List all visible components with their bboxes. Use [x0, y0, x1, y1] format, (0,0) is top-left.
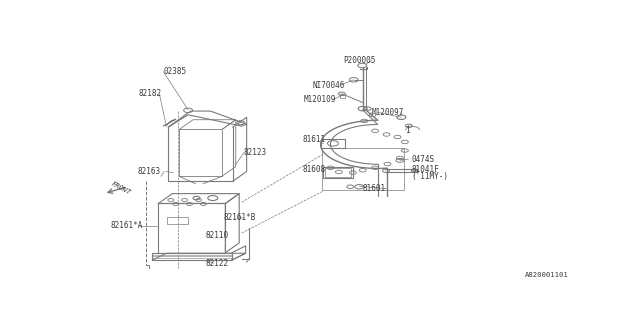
Text: ('11MY-): ('11MY-) — [412, 172, 449, 181]
Text: 82163: 82163 — [137, 167, 160, 176]
Text: 0474S: 0474S — [412, 155, 435, 164]
Text: 81601: 81601 — [363, 184, 386, 193]
Text: 82182: 82182 — [138, 89, 162, 98]
Text: FRONT: FRONT — [110, 180, 131, 196]
Text: 82161*B: 82161*B — [224, 213, 256, 222]
Bar — [321, 139, 346, 148]
Text: NI70046: NI70046 — [312, 81, 344, 90]
Bar — [325, 168, 351, 177]
Text: 81041F: 81041F — [412, 165, 439, 174]
Text: 81608: 81608 — [302, 165, 325, 174]
Text: 82161*A: 82161*A — [111, 221, 143, 230]
Bar — [322, 148, 404, 190]
Text: 81611: 81611 — [302, 135, 325, 144]
Text: 82122: 82122 — [206, 259, 229, 268]
Text: 02385: 02385 — [163, 67, 186, 76]
Text: 82123: 82123 — [244, 148, 267, 157]
Bar — [323, 167, 353, 178]
Text: A820001101: A820001101 — [525, 272, 568, 278]
Text: 1: 1 — [405, 125, 410, 135]
Text: 82110: 82110 — [206, 231, 229, 240]
Text: P200005: P200005 — [343, 56, 375, 65]
Text: M120109: M120109 — [303, 95, 335, 104]
Bar — [167, 217, 188, 224]
Bar — [340, 94, 346, 98]
Bar — [158, 204, 225, 253]
Text: M120097: M120097 — [372, 108, 404, 117]
Bar — [152, 253, 232, 260]
